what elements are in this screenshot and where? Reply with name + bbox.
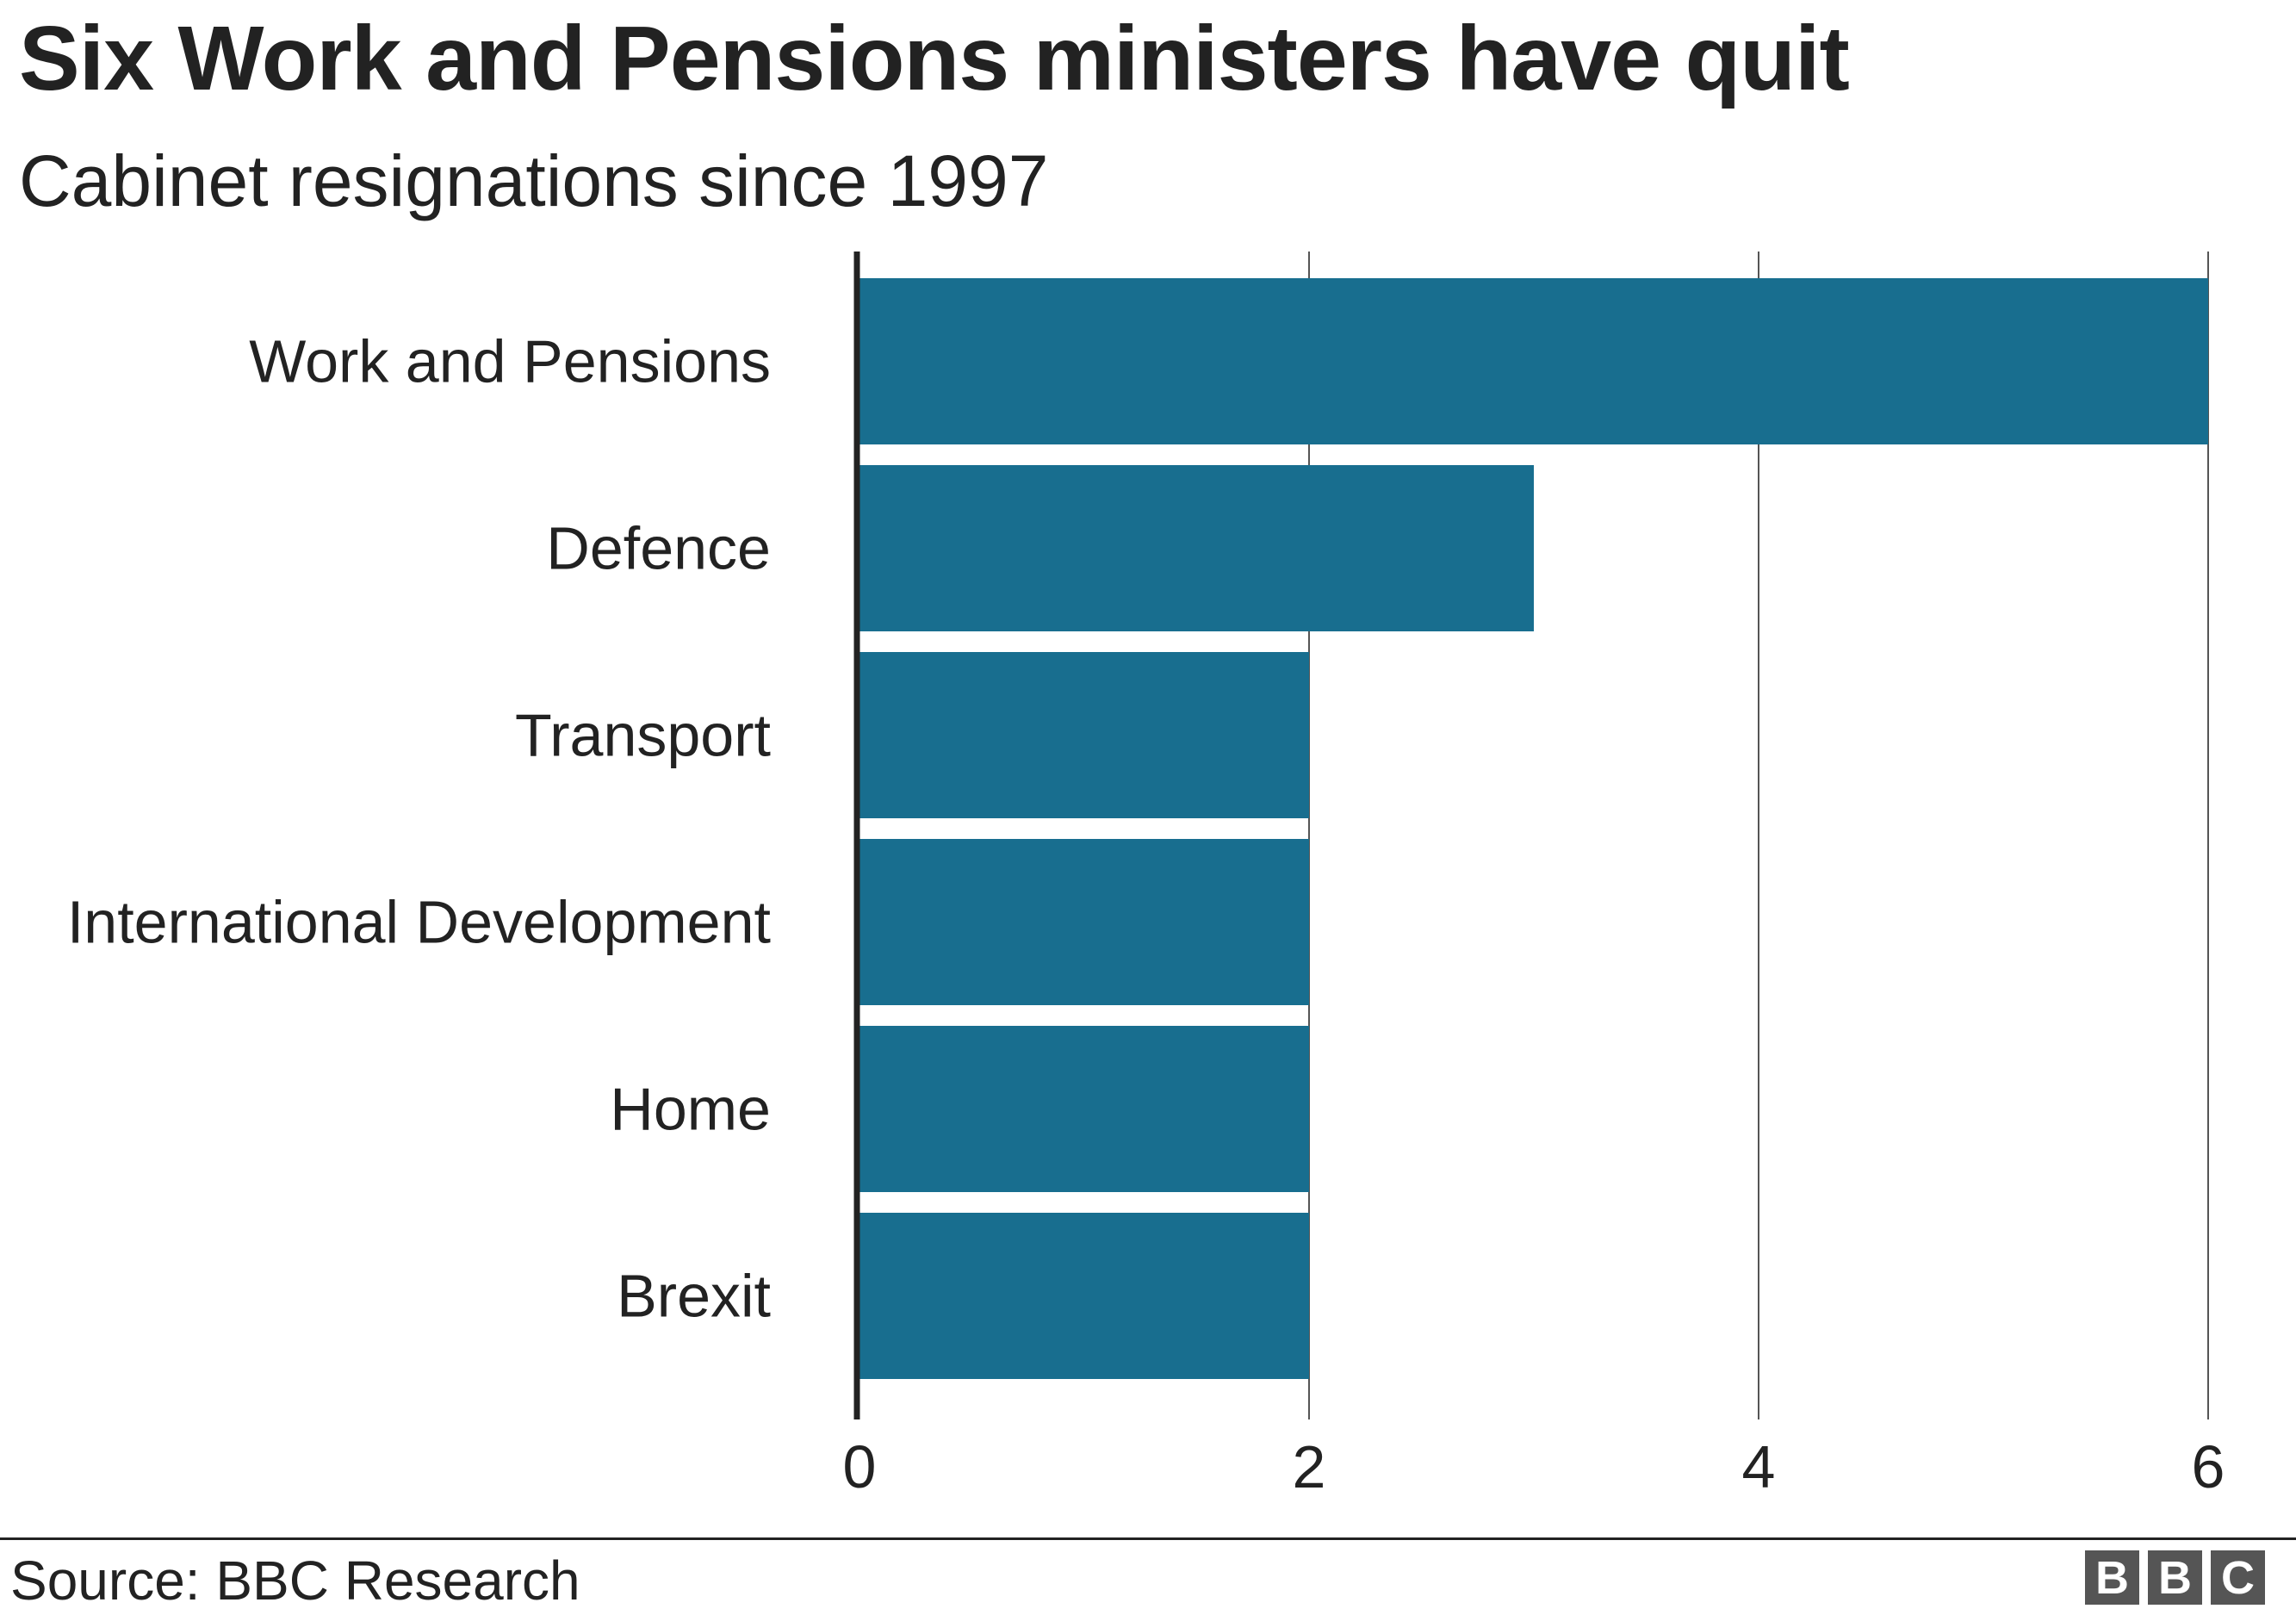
category-label-5: Brexit	[617, 1263, 771, 1330]
bar-5	[859, 1213, 1309, 1379]
bars	[859, 278, 2208, 1379]
bar-chart: Work and Pensions Defence Transport Interna…	[67, 252, 2225, 1500]
bar-0	[859, 278, 2208, 444]
category-label-2: Transport	[515, 702, 771, 769]
bar-2	[859, 652, 1309, 818]
logo-letter-b2: B	[2148, 1550, 2202, 1605]
bar-3	[859, 839, 1309, 1005]
tick-label-2: 2	[1293, 1433, 1326, 1500]
bar-4	[859, 1026, 1309, 1192]
category-label-0: Work and Pensions	[249, 328, 771, 395]
footer-divider	[0, 1537, 2296, 1540]
tick-labels: 0 2 4 6	[843, 1433, 2225, 1500]
logo-letter-b1: B	[2085, 1550, 2139, 1605]
chart-title: Six Work and Pensions ministers have qui…	[19, 8, 1850, 109]
bar-1	[859, 465, 1534, 631]
chart-subtitle: Cabinet resignations since 1997	[19, 140, 1049, 221]
source-note: Source: BBC Research	[10, 1550, 580, 1612]
tick-label-4: 4	[1742, 1433, 1776, 1500]
category-label-1: Defence	[546, 515, 771, 582]
bbc-logo: B B C	[2085, 1550, 2265, 1605]
tick-label-6: 6	[2192, 1433, 2225, 1500]
category-label-4: Home	[610, 1076, 771, 1143]
category-labels: Work and Pensions Defence Transport Interna…	[67, 328, 771, 1330]
category-label-3: International Development	[67, 889, 771, 956]
logo-letter-c: C	[2211, 1550, 2265, 1605]
tick-label-0: 0	[843, 1433, 877, 1500]
